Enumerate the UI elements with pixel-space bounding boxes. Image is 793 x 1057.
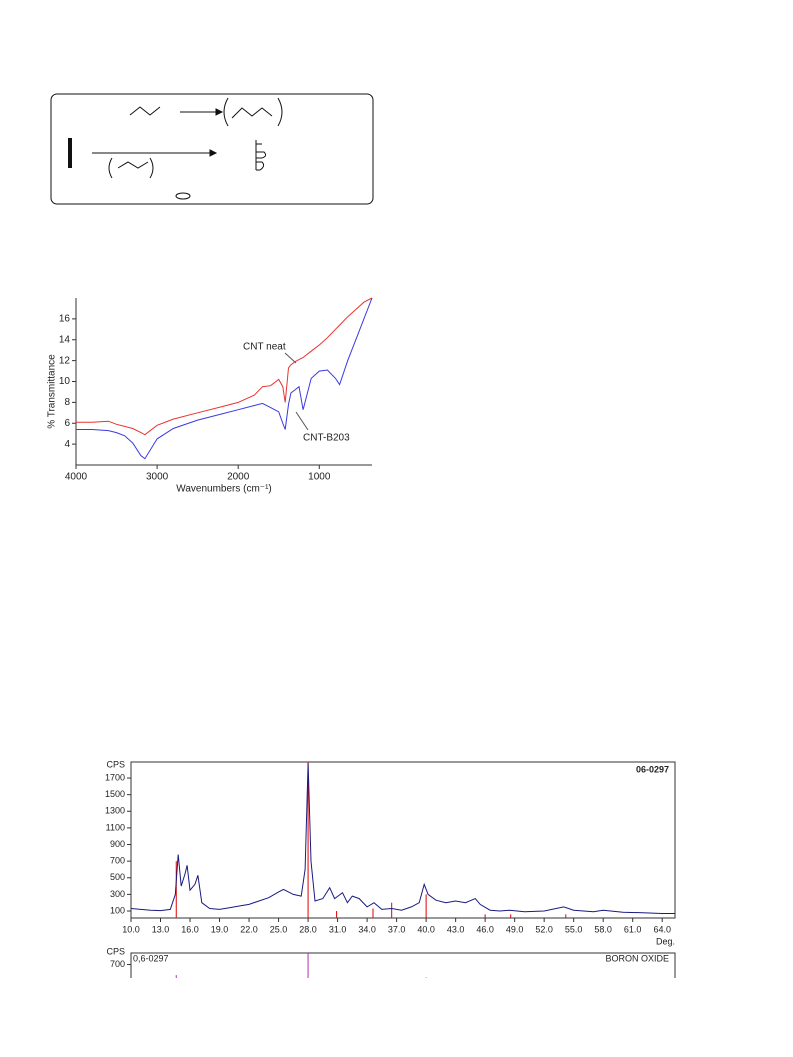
x-tick-label: 25.0 xyxy=(270,924,288,934)
x-tick-label: 31.0 xyxy=(329,924,347,934)
x-tick-label: 1000 xyxy=(308,472,331,483)
x-tick-label: 16.0 xyxy=(181,924,199,934)
leader xyxy=(295,411,309,431)
annotation: CNT neat xyxy=(243,342,286,353)
x-tick-label: 22.0 xyxy=(240,924,258,934)
y-tick-label: 4 xyxy=(64,439,70,450)
y-tick-label: 100 xyxy=(110,905,125,915)
y-tick-label: 1700 xyxy=(105,772,125,782)
frame xyxy=(130,952,676,978)
y-axis-label: CPS xyxy=(106,946,125,956)
xrd-chart: 100 300 500 700 900 1100 1300 1500 1700 10.0 13.0 1… xyxy=(105,759,676,946)
y-axis-label: CPS xyxy=(106,759,125,769)
x-tick-label: 55.0 xyxy=(565,924,583,934)
reaction-scheme xyxy=(50,93,374,205)
y-tick-label: 12 xyxy=(59,355,71,366)
series-line xyxy=(76,297,373,460)
x-tick-label: 52.0 xyxy=(535,924,553,934)
y-tick-label: 300 xyxy=(110,889,125,899)
y-tick-label: 1100 xyxy=(106,822,125,832)
x-tick-label: 19.0 xyxy=(211,924,229,934)
x-tick-label: 46.0 xyxy=(476,924,494,934)
y-tick-label: 10 xyxy=(59,376,71,387)
x-axis-label: Wavenumbers (cm⁻¹) xyxy=(176,484,271,495)
reference-panel: 700 CPS 0,6-0297 BORON OXIDE xyxy=(106,946,676,978)
y-tick-label: 6 xyxy=(64,418,70,429)
ir-chart: 4 6 8 10 12 14 16 4000 3000 2000 1000 Wavenumbers (… xyxy=(47,297,373,495)
series-line xyxy=(76,297,373,436)
x-tick-label: 2000 xyxy=(227,472,250,483)
x-tick-label: 10.0 xyxy=(122,924,140,934)
y-tick-label: 16 xyxy=(59,314,71,325)
x-tick-label: 43.0 xyxy=(447,924,465,934)
y-tick-label: 1500 xyxy=(105,789,125,799)
y-tick-label: 700 xyxy=(110,856,125,866)
x-axis-label: Deg. xyxy=(656,936,675,946)
y-tick-label: 900 xyxy=(110,839,125,849)
x-tick-label: 64.0 xyxy=(653,924,671,934)
x-tick-label: 40.0 xyxy=(417,924,435,934)
y-tick-label: 14 xyxy=(59,334,71,345)
x-tick-label: 58.0 xyxy=(594,924,612,934)
x-tick-label: 49.0 xyxy=(506,924,524,934)
frame xyxy=(130,761,676,919)
x-tick-label: 13.0 xyxy=(152,924,170,934)
pattern-line xyxy=(130,763,675,914)
x-tick-label: 4000 xyxy=(65,472,88,483)
x-tick-label: 37.0 xyxy=(388,924,406,934)
y-tick-label: 700 xyxy=(110,959,125,969)
y-tick-label: 1300 xyxy=(105,806,125,816)
x-tick-label: 28.0 xyxy=(299,924,317,934)
card-label: 0,6-0297 xyxy=(133,953,169,963)
y-tick-label: 8 xyxy=(64,397,70,408)
x-tick-label: 34.0 xyxy=(358,924,376,934)
leader xyxy=(284,352,297,364)
card-label: 06-0297 xyxy=(636,764,669,774)
annotation: CNT-B203 xyxy=(303,433,350,444)
y-tick-label: 500 xyxy=(110,872,125,882)
y-axis-label: % Transmittance xyxy=(47,354,58,429)
phase-name: BORON OXIDE xyxy=(605,953,669,963)
x-tick-label: 3000 xyxy=(146,472,169,483)
x-tick-label: 61.0 xyxy=(624,924,642,934)
